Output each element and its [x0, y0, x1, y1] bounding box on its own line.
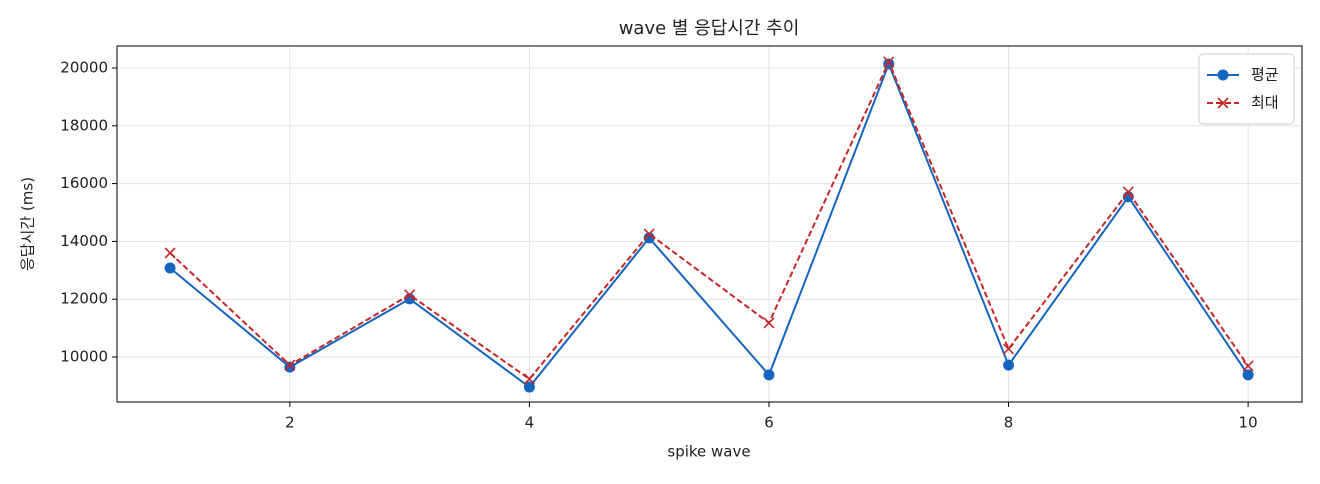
- x-tick-label: 10: [1239, 414, 1258, 432]
- x-tick-label: 8: [1004, 414, 1014, 432]
- marker-shape: [523, 373, 535, 385]
- y-tick-label: 12000: [60, 290, 108, 308]
- legend-label: 최대: [1251, 94, 1279, 112]
- marker-shape: [1217, 97, 1229, 109]
- marker: [523, 373, 535, 385]
- marker: [1242, 360, 1254, 372]
- marker-shape: [1122, 186, 1134, 198]
- marker: [1217, 69, 1229, 81]
- y-tick-label: 20000: [60, 58, 108, 76]
- y-tick-label: 10000: [60, 348, 108, 366]
- x-axis-label: spike wave: [667, 443, 750, 461]
- series-line: [169, 61, 1249, 389]
- marker-shape: [643, 228, 655, 240]
- marker: [763, 369, 775, 381]
- x-tick-label: 2: [285, 414, 295, 432]
- marker: [1217, 97, 1229, 109]
- x-tick-label: 6: [764, 414, 774, 432]
- legend-box: [1198, 53, 1295, 125]
- marker-shape: [164, 247, 176, 259]
- x-tick-label: 4: [525, 414, 535, 432]
- marker: [164, 247, 176, 259]
- y-tick-label: 16000: [60, 174, 108, 192]
- y-tick-label: 14000: [60, 232, 108, 250]
- marker-shape: [1242, 360, 1254, 372]
- plot-frame: [116, 45, 1303, 403]
- series-line: [169, 59, 1249, 381]
- marker-shape: [883, 56, 895, 68]
- marker: [1122, 186, 1134, 198]
- chart-title: wave 별 응답시간 추이: [619, 18, 800, 39]
- marker: [1242, 369, 1254, 381]
- y-tick-label: 18000: [60, 116, 108, 134]
- marker: [404, 289, 416, 301]
- marker: [284, 361, 296, 373]
- marker: [1003, 359, 1015, 371]
- marker-shape: [284, 359, 296, 371]
- marker: [883, 56, 895, 68]
- marker: [523, 381, 535, 393]
- marker: [1002, 343, 1015, 355]
- marker: [643, 228, 655, 240]
- marker-shape: [404, 289, 416, 301]
- y-axis-label: 응답시간 (ms): [19, 177, 37, 271]
- marker-shape: [1002, 343, 1015, 355]
- marker: [284, 359, 296, 371]
- marker-shape: [763, 317, 775, 329]
- legend-label: 평균: [1251, 66, 1279, 84]
- marker: [763, 317, 775, 329]
- marker: [164, 262, 176, 274]
